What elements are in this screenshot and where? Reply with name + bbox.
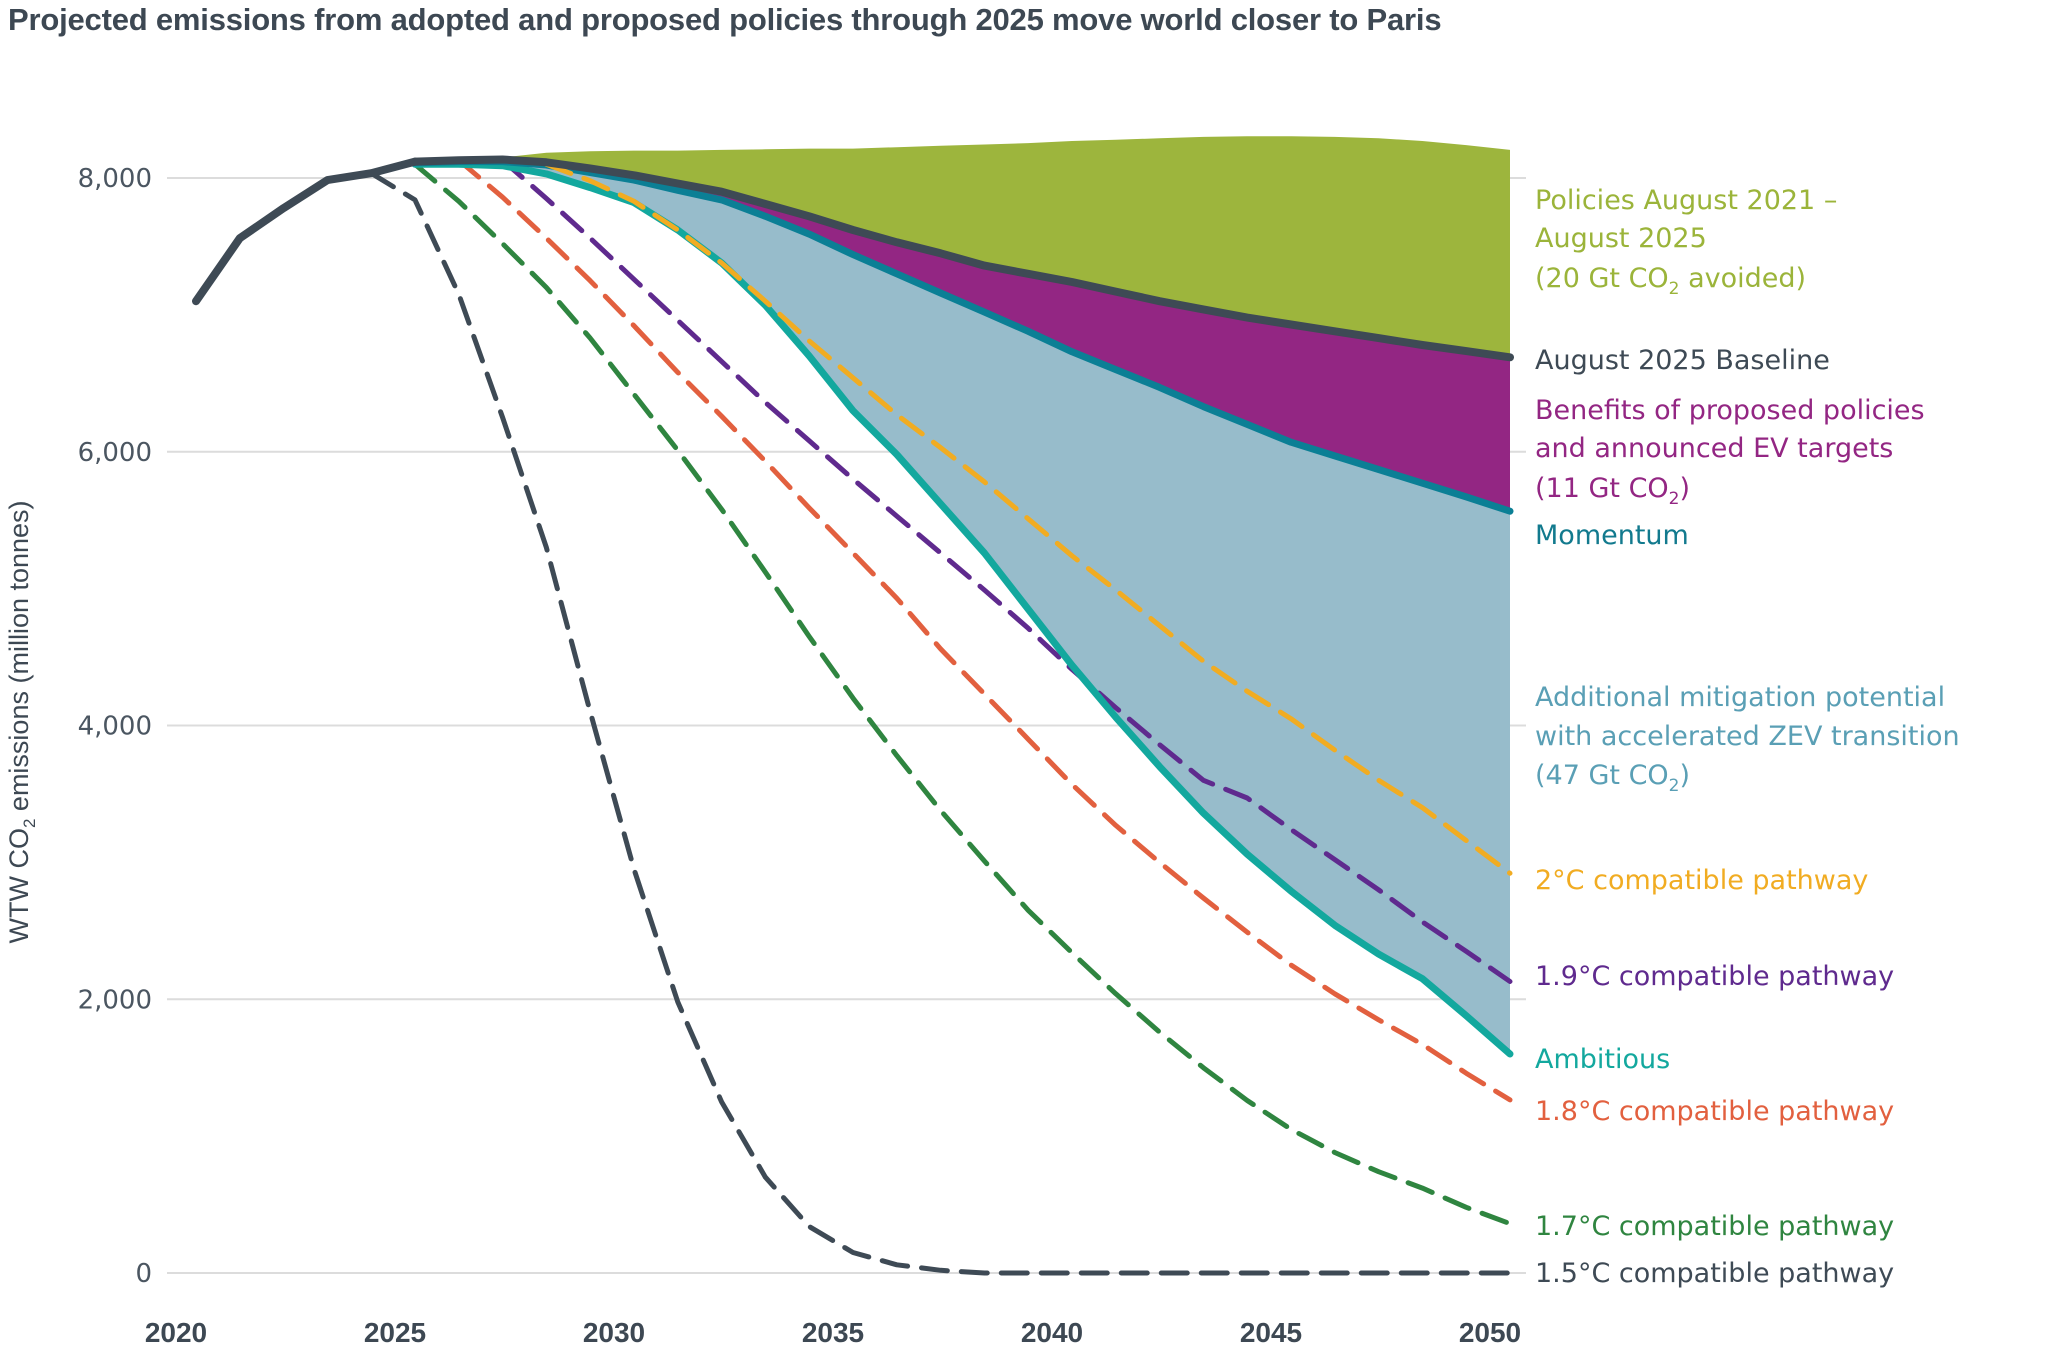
legend-item-proposed: Benefits of proposed policies and announc… [1535, 395, 1925, 509]
legend-item-additional: Additional mitigation potential with acce… [1535, 682, 1960, 796]
legend-item-momentum: Momentum [1535, 520, 1689, 551]
legend-item-p17: 1.7°C compatible pathway [1535, 1211, 1894, 1242]
legend-label: (47 Gt CO2) [1535, 760, 1690, 796]
legend-label: Momentum [1535, 520, 1689, 551]
legend-label: 2°C compatible pathway [1535, 865, 1868, 896]
legend-label: Additional mitigation potential [1535, 682, 1945, 713]
legend: Policies August 2021 – August 2025 (20 Gt … [1535, 185, 1960, 1289]
legend-label: and announced EV targets [1535, 433, 1893, 464]
area-layers [415, 136, 1510, 1055]
series-line-momentum [411, 158, 1514, 515]
legend-label: 1.7°C compatible pathway [1535, 1211, 1894, 1242]
x-axis-ticks: 2020 2025 2030 2035 2040 2045 2050 [145, 1317, 1521, 1348]
y-tick-label: 0 [135, 1259, 152, 1289]
legend-item-policies: Policies August 2021 – August 2025 (20 Gt … [1535, 185, 1837, 299]
legend-label: Policies August 2021 – [1535, 185, 1837, 216]
legend-label: Benefits of proposed policies [1535, 395, 1925, 426]
y-axis-ticks: 0 2,000 4,000 6,000 8,000 [78, 164, 152, 1289]
legend-label: (11 Gt CO2) [1535, 473, 1690, 509]
legend-item-p19: 1.9°C compatible pathway [1535, 961, 1894, 992]
area-policies [415, 136, 1510, 358]
legend-label: 1.9°C compatible pathway [1535, 961, 1894, 992]
y-tick-label: 8,000 [78, 164, 152, 194]
legend-item-p18: 1.8°C compatible pathway [1535, 1096, 1894, 1127]
y-tick-label: 2,000 [78, 985, 152, 1015]
legend-label: Ambitious [1535, 1044, 1670, 1075]
area-additional [415, 161, 1510, 1055]
chart-title: Projected emissions from adopted and pro… [8, 2, 1442, 37]
legend-label: with accelerated ZEV transition [1535, 721, 1960, 752]
legend-label: 1.8°C compatible pathway [1535, 1096, 1894, 1127]
x-tick-label: 2020 [145, 1317, 207, 1348]
x-tick-label: 2045 [1240, 1317, 1302, 1348]
series-line-p19 [500, 157, 1513, 984]
series-line-p18 [456, 157, 1513, 1103]
x-tick-label: 2035 [802, 1317, 864, 1348]
series-line-p20 [543, 161, 1513, 876]
x-tick-label: 2025 [364, 1317, 426, 1348]
x-tick-label: 2050 [1459, 1317, 1521, 1348]
y-tick-label: 4,000 [78, 712, 152, 742]
legend-label: August 2025 Baseline [1535, 345, 1830, 376]
legend-label: August 2025 [1535, 223, 1707, 254]
x-tick-label: 2040 [1021, 1317, 1083, 1348]
y-axis-label: WTW CO2 emissions (million tonnes) [4, 500, 39, 943]
series-line-historical [192, 157, 419, 306]
legend-label: 1.5°C compatible pathway [1535, 1258, 1894, 1289]
legend-item-baseline: August 2025 Baseline [1535, 345, 1830, 376]
series-line-ambitious [411, 160, 1514, 1058]
x-tick-label: 2030 [583, 1317, 645, 1348]
series-line-baseline [411, 155, 1514, 362]
legend-item-ambitious: Ambitious [1535, 1044, 1670, 1075]
legend-label: (20 Gt CO2 avoided) [1535, 263, 1806, 299]
series-line-p17 [412, 161, 1513, 1227]
legend-item-p15: 1.5°C compatible pathway [1535, 1258, 1894, 1289]
series-lines [192, 155, 1514, 1276]
y-tick-label: 6,000 [78, 438, 152, 468]
series-line-p15 [368, 170, 1513, 1276]
legend-item-p20: 2°C compatible pathway [1535, 865, 1868, 896]
